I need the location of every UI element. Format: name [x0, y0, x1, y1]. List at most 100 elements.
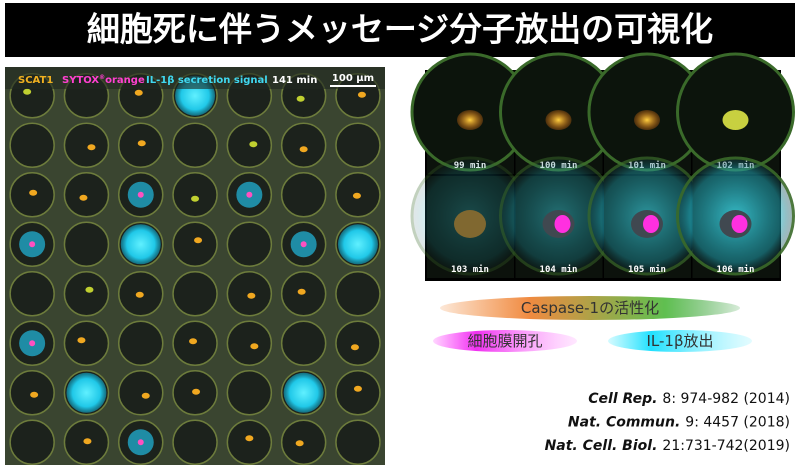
well	[335, 320, 381, 366]
pore-label: 細胞膜開孔	[467, 332, 542, 350]
cell-il1b	[337, 224, 378, 265]
well	[226, 370, 273, 416]
cell-il1b	[283, 372, 324, 413]
reference: Nat. Cell. Biol. 21:731-742(2019)	[545, 438, 790, 454]
cell-scat1	[245, 435, 254, 442]
citation: 8: 974-982 (2014)	[662, 391, 790, 407]
cell-sytox	[246, 191, 253, 198]
cell	[454, 210, 486, 238]
title-bar	[5, 3, 795, 57]
cell	[457, 110, 483, 130]
time-label: 103 min	[451, 264, 489, 275]
journal: Cell Rep.	[588, 391, 657, 407]
cell-scat1	[85, 286, 94, 293]
cell-scat1	[87, 144, 96, 151]
cell-scat1	[295, 440, 304, 447]
cell-scat1	[83, 438, 92, 445]
cell-scat1	[191, 195, 200, 202]
cell-scat1	[296, 95, 305, 102]
legend-scat1: SCAT1	[18, 75, 53, 86]
well	[335, 271, 381, 317]
cell-scat1	[357, 91, 366, 98]
cell-sytox	[137, 439, 144, 446]
time-label: 105 min	[628, 264, 666, 275]
well	[335, 370, 381, 416]
orange: orange	[105, 75, 145, 86]
well	[9, 271, 55, 317]
well	[172, 271, 218, 317]
cell-scat1	[23, 88, 32, 95]
caspase-label: Caspase-1の活性化	[521, 299, 659, 317]
well	[280, 172, 327, 218]
reference: Cell Rep. 8: 974-982 (2014)	[588, 391, 790, 407]
cell-scat1	[194, 237, 203, 244]
well	[226, 320, 273, 366]
cell-sytox	[300, 241, 307, 248]
well	[9, 122, 55, 168]
cell-scat1	[29, 189, 38, 196]
cell-scat1	[249, 141, 258, 148]
well	[335, 419, 381, 465]
cell-sytox	[29, 241, 36, 248]
registered: ®	[99, 74, 105, 81]
cell-il1b	[66, 372, 107, 413]
cell-scat1	[192, 388, 201, 395]
cell	[634, 110, 660, 130]
journal: Nat. Cell. Biol.	[545, 438, 658, 454]
citation: 21:731-742(2019)	[662, 438, 790, 454]
cell-scat1	[352, 192, 361, 199]
title: 細胞死に伴うメッセージ分子放出の可視化	[87, 10, 713, 49]
release-label: IL-1β放出	[646, 332, 713, 350]
well	[280, 419, 327, 465]
time-label: 106 min	[717, 264, 755, 275]
well	[118, 320, 164, 366]
well	[172, 221, 218, 267]
well	[63, 122, 110, 168]
well	[63, 271, 110, 317]
well	[280, 320, 327, 366]
well	[9, 419, 55, 465]
nucleus	[554, 215, 571, 233]
caspase-shape	[440, 296, 740, 320]
nucleus	[731, 215, 748, 233]
cell-scat1	[135, 291, 144, 298]
well	[172, 419, 218, 465]
journal: Nat. Commun.	[568, 415, 680, 431]
cell-scat1	[30, 391, 39, 398]
pore-shape	[433, 330, 577, 352]
legend-time: 141 min	[272, 75, 317, 86]
cell-scat1	[250, 343, 259, 350]
well	[63, 320, 110, 366]
well	[280, 122, 327, 168]
cell-scat1	[299, 146, 308, 153]
cell-scat1	[134, 89, 143, 96]
cell-scat1	[247, 292, 256, 299]
cell-scat1	[141, 392, 150, 399]
cell	[545, 110, 572, 130]
time-label: 104 min	[540, 264, 578, 275]
cell-il1b	[120, 224, 161, 265]
cell-sytox	[137, 191, 144, 198]
nucleus	[643, 215, 659, 233]
release-shape	[608, 330, 752, 352]
cell-scat1	[353, 385, 362, 392]
scale-label: 100 μm	[332, 73, 374, 84]
well	[335, 122, 381, 168]
well	[226, 419, 273, 465]
well	[63, 172, 110, 218]
well	[226, 221, 273, 267]
cell-scat1	[297, 288, 306, 295]
legend-il1b: IL-1β secretion signal	[146, 75, 268, 86]
well	[226, 122, 273, 168]
citation: 9: 4457 (2018)	[685, 415, 790, 431]
cell-scat1	[137, 140, 146, 147]
cell-scat1	[350, 344, 359, 351]
legend-sytox: SYTOX®orange	[62, 74, 145, 86]
well	[118, 370, 164, 416]
well	[172, 172, 218, 218]
cell-scat1	[79, 194, 88, 201]
sytox: SYTOX	[62, 75, 99, 86]
cell-scat1	[189, 338, 198, 345]
